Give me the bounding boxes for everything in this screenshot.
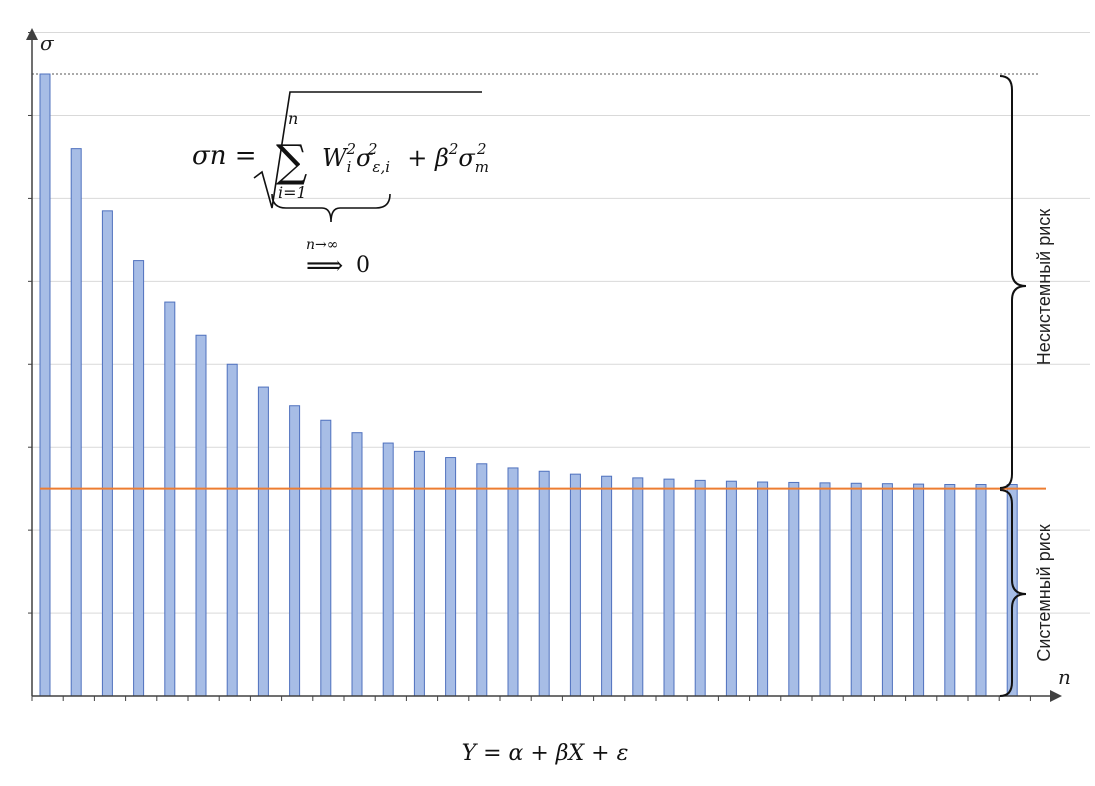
bar — [913, 483, 925, 697]
limit-value: 0 — [356, 253, 370, 278]
systematic-risk-label: Системный риск — [1034, 524, 1054, 661]
regression-caption: Y = α + βX + ε — [462, 741, 629, 766]
x-axis-arrow — [1050, 690, 1062, 702]
bar — [195, 334, 207, 697]
bar — [320, 419, 332, 697]
bar — [164, 301, 176, 697]
bar — [850, 482, 862, 697]
sum-sign: ∑ — [276, 136, 307, 187]
axes — [26, 28, 1062, 702]
bar — [881, 483, 893, 697]
bar — [445, 457, 457, 697]
bar — [788, 481, 800, 697]
bar — [632, 477, 644, 697]
sum-upper: n — [288, 109, 298, 128]
bar — [601, 475, 613, 697]
bar — [507, 467, 519, 697]
x-ticks — [31, 696, 1031, 701]
radical-sign — [253, 91, 482, 209]
y-ticks — [28, 32, 32, 614]
bar — [569, 473, 581, 697]
unsystematic-risk-brace — [999, 75, 1027, 489]
bars — [39, 73, 1018, 697]
bar — [289, 405, 301, 697]
bar — [538, 470, 550, 697]
bar — [975, 484, 987, 697]
limit-label: n→∞ — [306, 237, 338, 253]
x-axis-label: n — [1058, 665, 1071, 689]
systematic-risk-brace — [999, 489, 1027, 697]
formula-body: Wi2σε,i2 + β2σm2 — [322, 140, 489, 176]
limit-arrow: ⟹ — [306, 251, 343, 281]
y-axis-label: σ — [40, 31, 55, 55]
unsystematic-risk-label: Несистемный риск — [1034, 209, 1054, 365]
bar — [70, 148, 82, 697]
bar — [133, 260, 145, 697]
bar — [819, 482, 831, 697]
bar — [476, 463, 488, 697]
bar — [663, 478, 675, 697]
bar — [757, 481, 769, 697]
bar — [257, 386, 269, 697]
bar — [944, 484, 956, 697]
bar — [351, 432, 363, 697]
bar — [226, 363, 238, 697]
sum-lower: i=1 — [278, 183, 307, 202]
bar — [101, 210, 113, 697]
bar — [39, 73, 51, 697]
bar — [382, 442, 394, 697]
y-axis-arrow — [26, 28, 38, 40]
underbrace — [271, 193, 391, 223]
bar — [725, 480, 737, 697]
formula: σn = ∑ n i=1 Wi2σε,i2 + β2σm2 n→∞ ⟹ 0 — [192, 91, 489, 281]
bar — [694, 479, 706, 697]
formula-lhs: σn = — [192, 141, 257, 171]
gridlines — [32, 32, 1090, 614]
